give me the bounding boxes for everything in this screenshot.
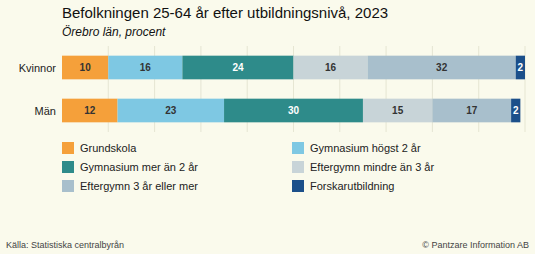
- grid: [108, 46, 525, 132]
- bar: [62, 99, 118, 123]
- bar: [108, 56, 182, 80]
- data-label: 16: [325, 62, 337, 73]
- legend-label: Forskarutbildning: [310, 180, 394, 192]
- y-tick-label: Kvinnor: [19, 62, 57, 74]
- bar: [224, 99, 363, 123]
- bar: [511, 99, 520, 123]
- y-tick-label: Män: [35, 105, 56, 117]
- footer-note: © Pantzare Information AB: [422, 240, 529, 250]
- data-label: 15: [392, 105, 404, 116]
- legend-label: Gymnasium högst 2 år: [310, 142, 421, 154]
- y-axis: Män Kvinnor: [19, 62, 57, 117]
- data-label: 30: [288, 105, 300, 116]
- legend-swatch: [292, 180, 304, 192]
- chart: Befolkningen 25-64 år efter utbildningsn…: [0, 0, 535, 254]
- data-label: 2: [518, 62, 524, 73]
- legend-swatch: [62, 161, 74, 173]
- data-label: 17: [466, 105, 478, 116]
- data-label: 16: [140, 62, 152, 73]
- footer-note: Källa: Statistiska centralbyrån: [6, 240, 124, 250]
- data-label: 24: [232, 62, 244, 73]
- bar: [363, 99, 432, 123]
- bar: [294, 56, 368, 80]
- bar: [516, 56, 525, 80]
- legend-label: Eftergymn mindre än 3 år: [310, 161, 434, 173]
- title: Befolkningen 25-64 år efter utbildningsn…: [62, 4, 388, 21]
- legend: Grundskola Gymnasium högst 2 år Gymnasium …: [62, 142, 434, 192]
- data-label: 12: [84, 105, 96, 116]
- data-labels: 12 10 23 16 30 24 15 16 17 32 2 2: [80, 62, 524, 116]
- bar: [182, 56, 293, 80]
- bar: [368, 56, 516, 80]
- bar: [432, 99, 511, 123]
- bars: [62, 56, 525, 123]
- legend-swatch: [292, 142, 304, 154]
- data-label: 10: [80, 62, 92, 73]
- bar: [118, 99, 224, 123]
- data-label: 2: [513, 105, 519, 116]
- data-label: 23: [165, 105, 177, 116]
- legend-label: Gymnasium mer än 2 år: [80, 161, 198, 173]
- legend-swatch: [292, 161, 304, 173]
- legend-swatch: [62, 142, 74, 154]
- subtitle: Örebro län, procent: [62, 25, 166, 39]
- legend-label: Eftergymn 3 år eller mer: [80, 180, 198, 192]
- legend-label: Grundskola: [80, 142, 137, 154]
- data-label: 32: [436, 62, 448, 73]
- bar: [62, 56, 108, 80]
- legend-swatch: [62, 180, 74, 192]
